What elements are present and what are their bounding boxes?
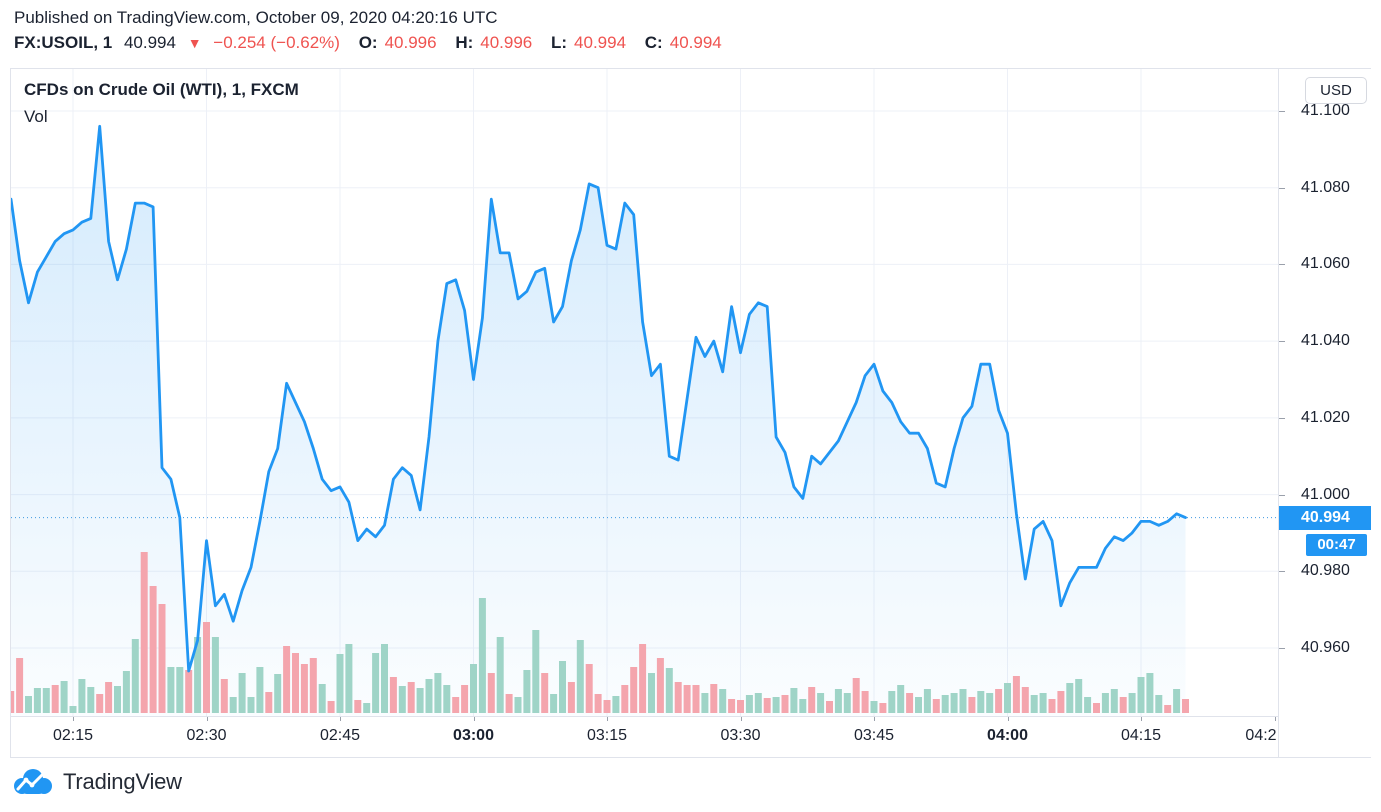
time-tick-mark: [1274, 717, 1276, 721]
down-arrow-icon: ▼: [187, 35, 202, 51]
time-tick-label: 04:2: [1245, 727, 1277, 744]
time-tick-mark: [473, 717, 475, 721]
price-tick-mark: [1279, 495, 1285, 496]
time-tick-label: 03:15: [586, 727, 628, 744]
price-tick-mark: [1279, 648, 1285, 649]
price-tick-mark: [1279, 111, 1285, 112]
close-block: C: 40.994: [644, 33, 722, 52]
time-tick-label: 02:30: [186, 727, 227, 744]
time-tick-mark: [740, 717, 742, 721]
price-tick-mark: [1279, 264, 1285, 265]
bar-countdown-tag: 00:47: [1306, 534, 1367, 556]
time-tick-label: 03:45: [853, 727, 895, 744]
time-tick-label: 04:15: [1120, 727, 1162, 744]
published-line: Published on TradingView.com, October 09…: [14, 8, 498, 27]
current-price-tag: 40.994: [1279, 506, 1371, 530]
price-tick-label: 41.000: [1301, 486, 1350, 503]
time-tick-mark: [607, 717, 608, 721]
price-tick-label: 40.980: [1301, 562, 1350, 579]
price-scale[interactable]: USD 40.994 00:47 41.100 41.080 41.060 41.04…: [1278, 69, 1371, 757]
time-tick-mark: [73, 717, 74, 721]
price-tick-label: 41.100: [1301, 102, 1350, 119]
price-tick-label: 41.020: [1301, 409, 1350, 426]
tradingview-wordmark: TradingView: [63, 768, 182, 794]
time-tick-label: 02:45: [319, 727, 361, 744]
price-tick-mark: [1279, 418, 1285, 419]
time-tick-mark: [1007, 717, 1009, 721]
currency-badge: USD: [1305, 77, 1367, 104]
low-block: L: 40.994: [551, 33, 627, 52]
symbol-name: FX:USOIL, 1: [14, 33, 113, 52]
price-tick-mark: [1279, 341, 1285, 342]
open-block: O: 40.996: [358, 33, 437, 52]
high-block: H: 40.996: [455, 33, 533, 52]
time-tick-mark: [206, 717, 208, 721]
price-tick-label: 40.960: [1301, 639, 1350, 656]
last-price: 40.994: [123, 33, 176, 52]
change-value: −0.254 (−0.62%): [213, 33, 340, 52]
price-tick-label: 41.040: [1301, 332, 1350, 349]
change-block: ▼ −0.254 (−0.62%): [188, 33, 347, 52]
time-axis[interactable]: 02:15 02:30 02:45 03:00 03:15 03:30 03:45 04:00…: [11, 717, 1278, 757]
time-tick-label: 02:15: [52, 727, 94, 744]
time-tick-label: 03:00: [453, 727, 494, 744]
tradingview-cloud-icon: [14, 769, 52, 794]
time-tick-label: 03:30: [720, 727, 761, 744]
price-tick-label: 41.080: [1301, 179, 1350, 196]
time-tick-mark: [340, 717, 341, 721]
price-tick-mark: [1279, 188, 1285, 189]
tradingview-logo[interactable]: TradingView: [12, 766, 182, 797]
time-tick-mark: [874, 717, 875, 721]
symbol-status-line: FX:USOIL, 1 40.994 ▼ −0.254 (−0.62%) O: 4…: [14, 33, 736, 53]
time-tick-label: 04:00: [987, 727, 1028, 744]
price-chart-plot[interactable]: [11, 69, 1278, 716]
time-tick-mark: [1141, 717, 1142, 721]
time-axis-separator: [11, 716, 1370, 717]
chart-container: CFDs on Crude Oil (WTI), 1, FXCM Vol 02:…: [10, 68, 1371, 758]
price-tick-mark: [1279, 571, 1285, 572]
price-tick-label: 41.060: [1301, 255, 1350, 272]
